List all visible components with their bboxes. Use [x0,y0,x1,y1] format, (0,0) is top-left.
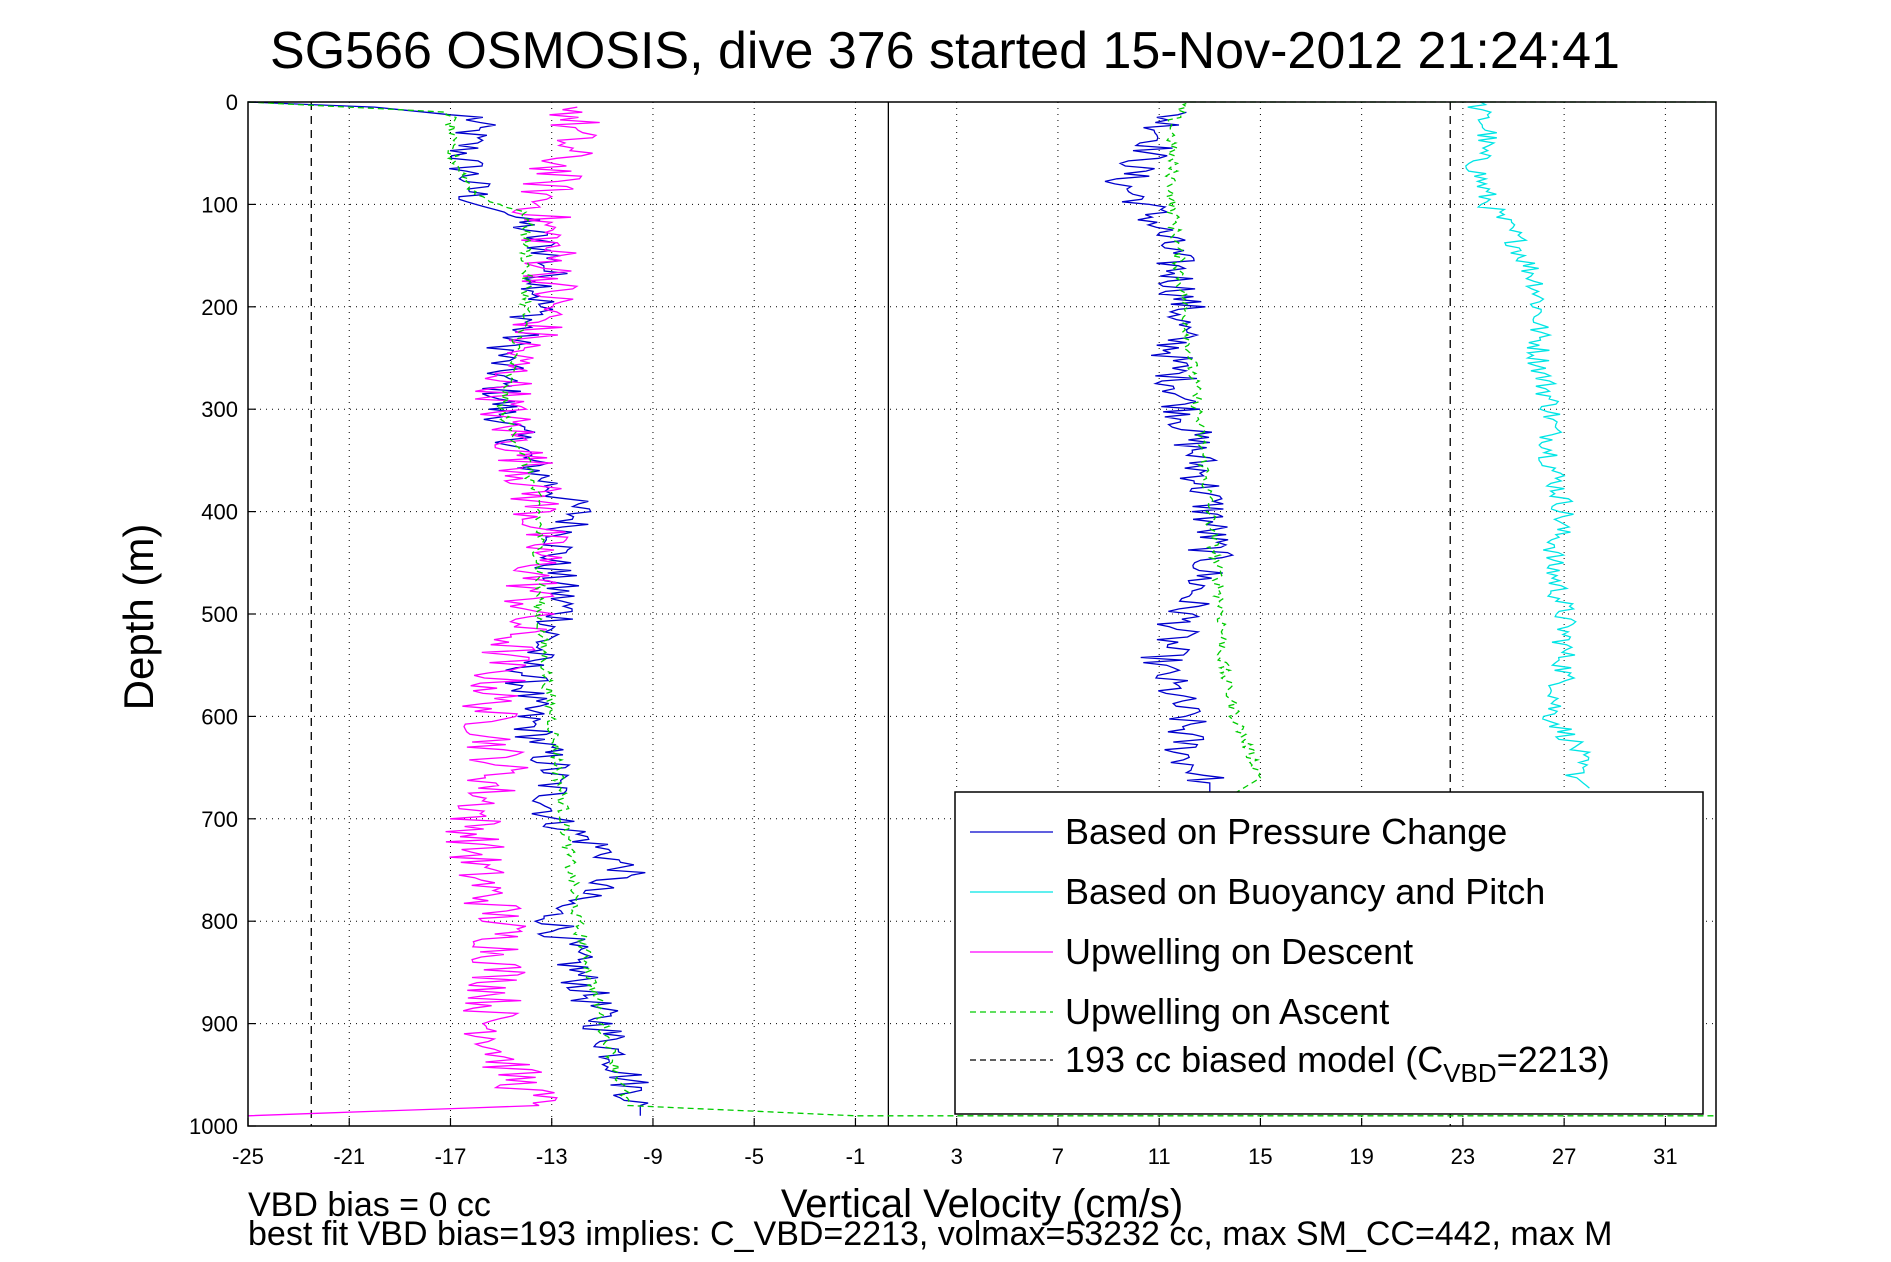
y-tick-label: 400 [201,500,238,525]
plot-frame [247,101,1717,1127]
legend-label: Based on Buoyancy and Pitch [1065,871,1545,912]
x-tick-label: -17 [435,1144,467,1169]
y-tick-label: 200 [201,295,238,320]
y-tick-label: 600 [201,704,238,729]
x-tick-label: 31 [1653,1144,1677,1169]
y-axis-title: Depth (m) [115,524,162,711]
y-tick-label: 800 [201,909,238,934]
legend-box [954,791,1704,1115]
legend-label-sub: VBD [1443,1058,1496,1088]
x-tick-label: 7 [1052,1144,1064,1169]
reference-lines [310,102,1451,1126]
y-tick-labels: 0 100 200 300 400 500 600 700 800 900 1000 [189,90,256,1139]
x-tick-label: -5 [744,1144,764,1169]
footer-line-1: VBD bias = 0 cc [248,1186,491,1224]
legend-label: Upwelling on Ascent [1065,991,1389,1032]
y-tick-label: 500 [201,602,238,627]
x-tick-label: 11 [1148,1144,1171,1169]
x-tick-label: 27 [1552,1144,1576,1169]
x-tick-label: 3 [951,1144,963,1169]
y-tick-label: 300 [201,397,238,422]
legend-label: Based on Pressure Change [1065,811,1507,852]
y-axis-title-group: Depth (m) [115,524,162,711]
x-tick-label: 19 [1349,1144,1373,1169]
legend: Based on Pressure Change Based on Buoyanc… [954,791,1704,1115]
x-tick-label: -13 [536,1144,568,1169]
x-tick-labels: -25 -21 -17 -13 -9 -5 -1 3 7 11 15 19 23 27 31 [232,1118,1678,1169]
series-upwelling_ascent [247,101,1716,1117]
y-tick-label: 700 [201,807,238,832]
data-series [247,101,1716,1117]
y-tick-label: 900 [201,1012,238,1037]
series-pressure_ascent [1104,111,1235,794]
series-buoyancy_descent [1465,101,1592,789]
x-tick-label: -1 [846,1144,866,1169]
series-upwelling_ascent_2 [1164,101,1716,794]
x-tick-label: 15 [1248,1144,1272,1169]
y-tick-label: 0 [226,90,238,115]
series-pressure_descent [247,101,649,1116]
y-tick-label: 1000 [189,1114,238,1139]
y-tick-label: 100 [201,192,238,217]
x-axis-title: Vertical Velocity (cm/s) [781,1182,1183,1226]
legend-label-end: =2213) [1497,1039,1610,1080]
legend-label: Upwelling on Descent [1065,931,1413,972]
chart-title: SG566 OSMOSIS, dive 376 started 15-Nov-2… [270,22,1620,80]
legend-items: Based on Pressure Change Based on Buoyanc… [970,811,1610,1088]
x-tick-label: -25 [232,1144,264,1169]
legend-label-main: 193 cc biased model (C [1065,1039,1443,1080]
footer-line-2: best fit VBD bias=193 implies: C_VBD=221… [248,1215,1612,1253]
x-tick-label: -9 [643,1144,663,1169]
x-tick-label: -21 [333,1144,365,1169]
legend-label: 193 cc biased model (CVBD=2213) [1065,1039,1610,1088]
x-tick-label: 23 [1451,1144,1475,1169]
